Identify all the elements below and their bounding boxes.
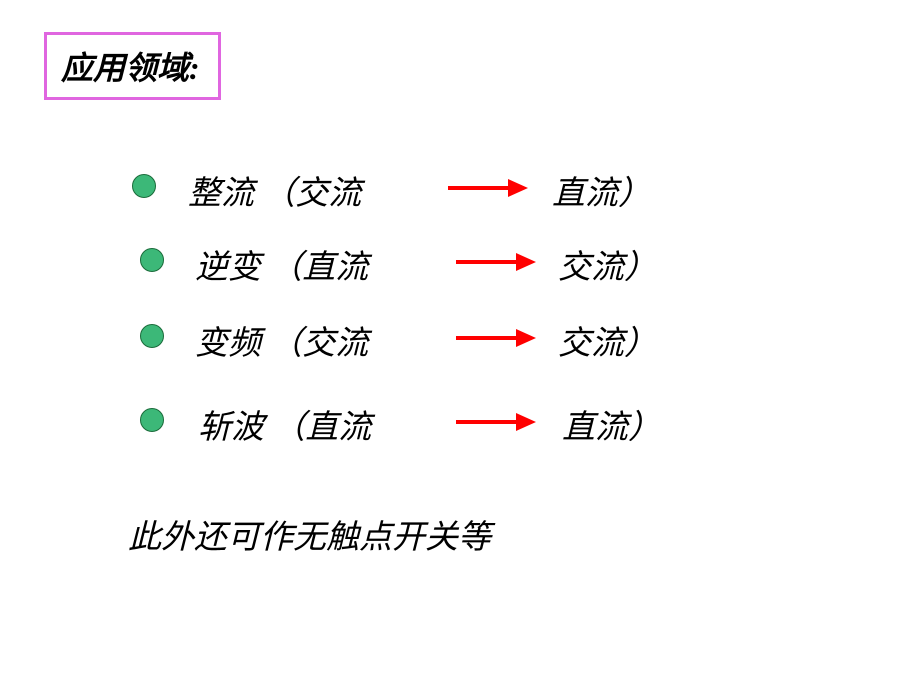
bullet-icon — [132, 174, 156, 198]
row-result: 交流） — [558, 316, 657, 364]
title-text: 应用领域: — [61, 50, 200, 86]
arrow-icon — [456, 413, 536, 431]
arrow-icon — [456, 329, 536, 347]
row-label: 斩波 （直流 — [198, 400, 371, 448]
row-result: 交流） — [558, 240, 657, 288]
bullet-icon — [140, 324, 164, 348]
footer-label: 此外还可作无触点开关等 — [128, 520, 491, 556]
bullet-icon — [140, 408, 164, 432]
title-box: 应用领域: — [44, 32, 221, 100]
arrow-icon — [448, 179, 528, 197]
arrow-icon — [456, 253, 536, 271]
row-result: 直流） — [562, 400, 661, 448]
bullet-icon — [140, 248, 164, 272]
row-result: 直流） — [552, 166, 651, 214]
row-label: 整流 （交流 — [188, 166, 361, 214]
row-label: 逆变 （直流 — [195, 240, 368, 288]
row-label: 变频 （交流 — [195, 316, 368, 364]
footer-text: 此外还可作无触点开关等 — [128, 510, 491, 558]
